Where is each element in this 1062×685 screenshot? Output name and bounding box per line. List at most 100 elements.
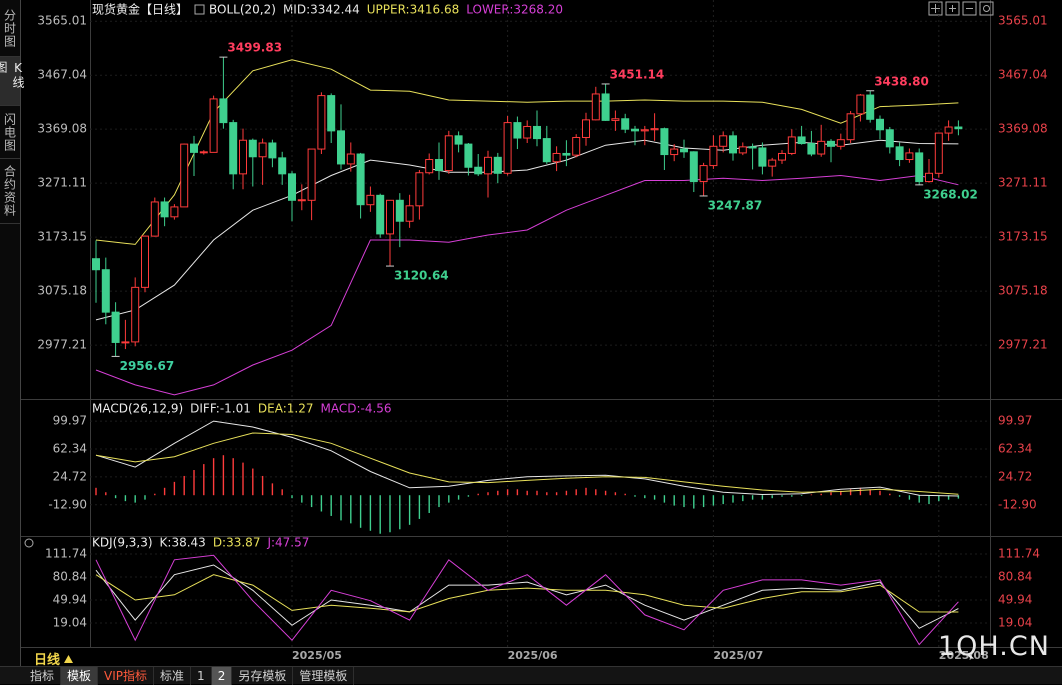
indicator-name: MACD(26,12,9): [92, 402, 183, 416]
candle-body: [288, 173, 296, 201]
icon-zoom-in[interactable]: [945, 1, 960, 16]
candle-body: [474, 166, 483, 175]
candle-body: [503, 122, 512, 174]
candle-body: [797, 136, 806, 145]
candle-body: [513, 122, 522, 139]
candle-body: [650, 128, 659, 131]
sidebar-tab[interactable]: K线图: [0, 57, 25, 106]
candle-body: [758, 147, 767, 167]
period-label: 日线: [34, 653, 61, 668]
indicator-line: [95, 574, 959, 613]
candle-body: [905, 152, 914, 161]
legend-entry: UPPER:3416.68: [367, 3, 459, 17]
candle-body: [170, 206, 179, 218]
candle-body: [601, 93, 610, 121]
legend-entry: MID:3342.44: [283, 3, 360, 17]
y-tick-label-right: 49.94: [998, 593, 1032, 607]
toolbar-tab[interactable]: VIP指标: [98, 666, 155, 685]
toolbar-tab[interactable]: 管理模板: [293, 666, 355, 685]
extreme-label: 2956.67: [120, 359, 175, 373]
candle-body: [376, 194, 385, 235]
candle-body: [680, 148, 688, 153]
y-tick-label: 3467.04: [37, 68, 87, 82]
y-tick-label: -12.90: [48, 497, 87, 511]
legend-entry: K:38.43: [160, 536, 206, 550]
y-tick-label: 49.94: [53, 593, 87, 607]
extreme-label: 3499.83: [227, 41, 282, 55]
icon-zoom-out[interactable]: [962, 1, 977, 16]
candle-body: [297, 199, 306, 202]
period-selector[interactable]: 日线: [34, 649, 74, 668]
candle-body: [317, 95, 326, 150]
y-tick-label: 3565.01: [37, 14, 87, 28]
candle-body: [738, 146, 747, 154]
toolbar-tab[interactable]: 另存模板: [232, 666, 294, 685]
toolbar-tab[interactable]: 标准: [154, 666, 192, 685]
icon-crosshair[interactable]: [928, 1, 943, 16]
candle-body: [425, 159, 434, 174]
candle-body: [356, 153, 365, 206]
candle-body: [582, 119, 590, 138]
watermark: 1QH.CN: [938, 631, 1050, 662]
candle-body: [915, 152, 924, 183]
y-tick-label-right: 111.74: [998, 547, 1040, 561]
toolbar-tab[interactable]: 1: [191, 666, 212, 685]
candle-body: [121, 341, 130, 344]
sidebar-tab[interactable]: 分时图: [0, 0, 20, 57]
y-tick-label: 19.04: [53, 616, 87, 630]
y-tick-label: 3271.11: [37, 176, 87, 190]
background: [0, 0, 1062, 666]
toolbar: 指标 模板 VIP指标 标准 1 2 另存模板 管理模板: [0, 666, 1062, 685]
chart-title: 现货黄金【日线】: [92, 2, 188, 17]
toolbar-tab[interactable]: 指标: [24, 666, 62, 685]
candle-body: [552, 152, 561, 163]
y-tick-label: 3075.18: [37, 284, 87, 298]
extreme-label: 3247.87: [708, 198, 763, 212]
candle-body: [934, 132, 943, 174]
legend-entry: D:33.87: [213, 536, 261, 550]
y-tick-label-right: 3467.04: [998, 68, 1048, 82]
indicator-name: KDJ(9,3,3): [92, 536, 153, 550]
candle-body: [435, 159, 443, 172]
y-tick-label: 99.97: [53, 414, 87, 428]
sidebar-tab[interactable]: 合约资料: [0, 159, 20, 224]
candle-body: [199, 151, 208, 154]
candle-body: [141, 235, 149, 288]
y-tick-label-right: 62.34: [998, 442, 1032, 456]
candle-body: [229, 122, 238, 175]
candle-body: [729, 135, 737, 154]
toolbar-tab[interactable]: 2: [211, 666, 233, 685]
candle-body: [92, 258, 100, 271]
y-tick-label: 3369.08: [37, 122, 87, 136]
indicator-icon: [194, 4, 205, 15]
candle-body: [160, 201, 169, 218]
y-tick-label: 24.72: [53, 469, 87, 483]
toolbar-tab[interactable]: 模板: [61, 666, 99, 685]
candle-body: [876, 118, 884, 131]
icon-settings[interactable]: [979, 1, 994, 16]
candle-body: [827, 140, 835, 147]
legend-entry: DEA:1.27: [258, 402, 314, 416]
candle-body: [131, 286, 140, 343]
candle-body: [846, 113, 855, 141]
indicator-line: [95, 174, 959, 396]
candle-body: [111, 311, 120, 343]
sidebar-tab[interactable]: 闪电图: [0, 106, 20, 159]
y-tick-label-right: 80.84: [998, 570, 1032, 584]
y-tick-label-right: 3173.15: [998, 230, 1048, 244]
candle-body: [395, 199, 404, 222]
indicator-icon[interactable]: [24, 538, 34, 548]
x-tick-label: 2025/08: [939, 649, 989, 662]
legend-entry: LOWER:3268.20: [466, 3, 563, 17]
candle-body: [925, 172, 933, 183]
chart: 3565.01 3565.01 3467.04 3467.04 3369.08 3369.…: [0, 0, 1062, 666]
y-tick-label-right: 99.97: [998, 414, 1032, 428]
candle-body: [895, 146, 904, 161]
indicator-line: [95, 59, 959, 245]
y-tick-label: 111.74: [45, 547, 87, 561]
candle-body: [787, 136, 796, 154]
candle-body: [533, 125, 541, 140]
y-tick-label: 2977.21: [37, 338, 87, 352]
candle-body: [885, 129, 894, 148]
candle-body: [768, 159, 777, 167]
